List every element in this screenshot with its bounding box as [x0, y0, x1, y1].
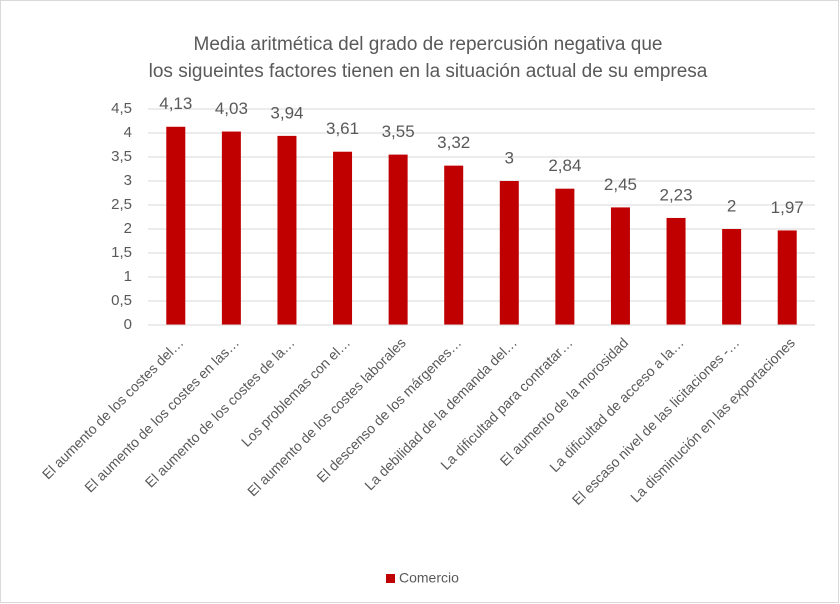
- bar: [333, 151, 353, 325]
- y-tick-label: 0: [124, 316, 132, 333]
- bar: [444, 165, 464, 325]
- data-label: 2,23: [659, 185, 692, 204]
- data-label: 3,32: [437, 133, 470, 152]
- bar: [722, 229, 742, 325]
- bar: [166, 126, 186, 325]
- y-tick-label: 1,5: [111, 244, 132, 261]
- chart-title: Media aritmética del grado de repercusió…: [194, 34, 663, 55]
- data-label: 3,61: [326, 119, 359, 138]
- legend-swatch: [386, 574, 395, 583]
- data-label: 3,94: [270, 103, 303, 122]
- y-tick-label: 1: [124, 268, 132, 285]
- y-tick-label: 2,5: [111, 196, 132, 213]
- bar: [555, 188, 575, 325]
- data-label: 3,55: [382, 122, 415, 141]
- data-label: 4,13: [159, 94, 192, 113]
- legend-label: Comercio: [399, 570, 459, 586]
- bar: [610, 207, 630, 325]
- data-label: 3: [505, 148, 514, 167]
- chart-title: los sigueintes factores tienen en la sit…: [149, 61, 708, 82]
- data-label: 1,97: [771, 198, 804, 217]
- bar: [777, 230, 797, 325]
- y-tick-label: 0,5: [111, 292, 132, 309]
- y-tick-label: 2: [124, 220, 132, 237]
- data-label: 2,45: [604, 175, 637, 194]
- data-label: 2,84: [548, 156, 581, 175]
- bar: [388, 154, 408, 325]
- y-tick-label: 3: [124, 172, 132, 189]
- bar: [277, 135, 297, 325]
- y-tick-label: 4,5: [111, 100, 132, 117]
- data-label: 4,03: [215, 99, 248, 118]
- bar: [221, 131, 241, 325]
- bar: [499, 181, 519, 325]
- y-tick-label: 4: [124, 124, 132, 141]
- data-label: 2: [727, 196, 736, 215]
- y-tick-label: 3,5: [111, 148, 132, 165]
- bar: [666, 217, 686, 325]
